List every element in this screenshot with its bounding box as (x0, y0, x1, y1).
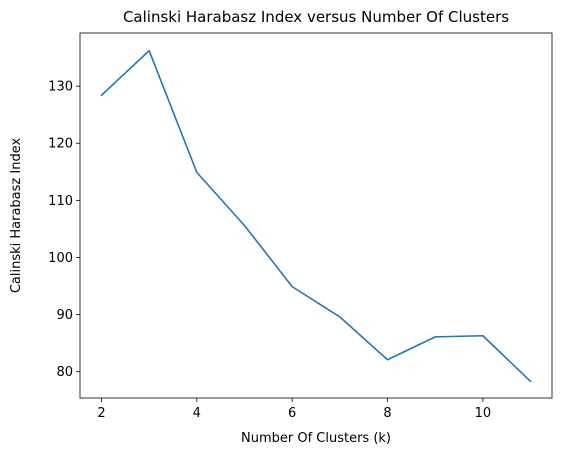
y-tick-label: 90 (56, 308, 73, 323)
y-tick-label: 130 (48, 80, 73, 95)
series-line (100, 49, 532, 383)
x-tick-label: 8 (383, 406, 391, 421)
x-tick-label: 6 (288, 406, 296, 421)
x-tick-label: 10 (475, 406, 492, 421)
series-group (100, 49, 532, 383)
plot-frame (79, 32, 553, 399)
y-axis: 80 90 100 110 120 130 (48, 80, 80, 380)
y-tick-label: 120 (48, 137, 73, 152)
x-tick-label: 2 (97, 406, 105, 421)
x-axis-label: Number Of Clusters (k) (241, 431, 391, 446)
y-tick-label: 100 (48, 251, 73, 266)
plot-area: 2 4 6 8 10 80 90 100 110 120 130 (48, 32, 553, 421)
x-axis: 2 4 6 8 10 (97, 398, 491, 421)
y-tick-label: 80 (56, 365, 73, 380)
y-tick-label: 110 (48, 194, 73, 209)
y-axis-label: Calinski Harabasz Index (9, 138, 24, 294)
chart-title: Calinski Harabasz Index versus Number Of… (123, 8, 509, 26)
x-tick-label: 4 (193, 406, 201, 421)
